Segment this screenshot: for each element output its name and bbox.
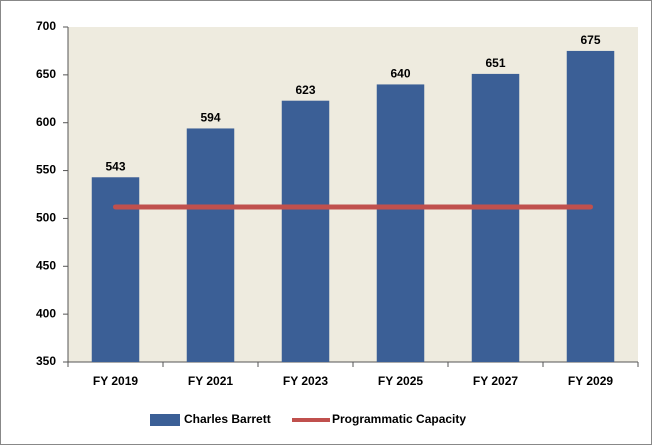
x-tick-label: FY 2029 — [568, 374, 613, 388]
y-tick-label: 500 — [36, 211, 56, 225]
bar — [376, 84, 425, 362]
y-tick-label: 550 — [36, 163, 56, 177]
bar — [186, 128, 235, 362]
x-tick-label: FY 2023 — [283, 374, 328, 388]
y-tick-label: 400 — [36, 306, 56, 320]
data-label: 651 — [485, 56, 505, 70]
data-label: 623 — [295, 83, 315, 97]
legend-swatch — [150, 414, 180, 426]
legend-label: Programmatic Capacity — [332, 412, 466, 426]
x-tick-label: FY 2027 — [473, 374, 518, 388]
plot-area — [68, 27, 638, 362]
y-tick-label: 450 — [36, 258, 56, 272]
legend-label: Charles Barrett — [184, 412, 271, 426]
bar — [471, 73, 520, 363]
x-tick-label: FY 2021 — [188, 374, 233, 388]
y-tick-label: 350 — [36, 354, 56, 368]
bar — [281, 100, 330, 362]
data-label: 594 — [200, 111, 220, 125]
y-tick-label: 600 — [36, 115, 56, 129]
data-label: 543 — [105, 159, 125, 173]
data-label: 675 — [580, 33, 600, 47]
data-label: 640 — [390, 67, 410, 81]
x-tick-label: FY 2025 — [378, 374, 423, 388]
y-tick-label: 700 — [36, 19, 56, 33]
y-tick-label: 650 — [36, 67, 56, 81]
x-tick-label: FY 2019 — [93, 374, 138, 388]
